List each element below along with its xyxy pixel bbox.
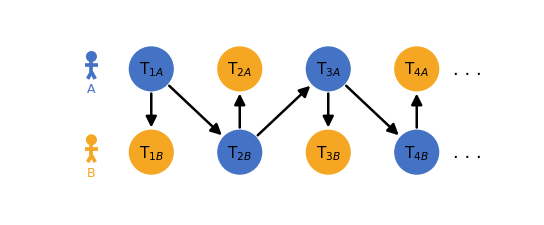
Circle shape (129, 48, 173, 91)
Text: T$_{4A}$: T$_{4A}$ (404, 60, 429, 79)
Circle shape (86, 135, 96, 145)
Text: . . .: . . . (453, 61, 482, 79)
Text: T$_{3A}$: T$_{3A}$ (316, 60, 341, 79)
Circle shape (129, 131, 173, 174)
Text: T$_{3B}$: T$_{3B}$ (316, 143, 341, 162)
Circle shape (306, 131, 350, 174)
Text: . . .: . . . (453, 144, 482, 162)
Circle shape (86, 52, 96, 62)
Text: T$_{2B}$: T$_{2B}$ (227, 143, 252, 162)
Text: T$_{1A}$: T$_{1A}$ (139, 60, 164, 79)
Text: A: A (87, 83, 96, 96)
Text: T$_{4B}$: T$_{4B}$ (404, 143, 429, 162)
Text: B: B (87, 166, 96, 179)
Circle shape (218, 131, 262, 174)
Text: T$_{2A}$: T$_{2A}$ (227, 60, 252, 79)
Circle shape (218, 48, 262, 91)
Circle shape (306, 48, 350, 91)
Text: T$_{1B}$: T$_{1B}$ (139, 143, 164, 162)
Circle shape (395, 131, 438, 174)
Circle shape (395, 48, 438, 91)
